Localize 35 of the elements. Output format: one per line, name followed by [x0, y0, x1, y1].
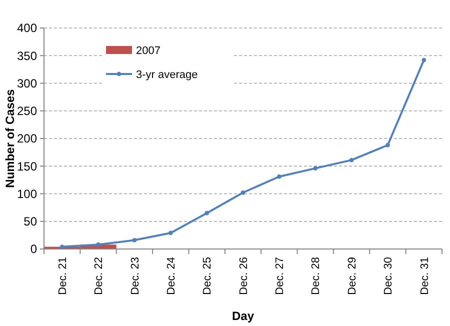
point	[132, 238, 137, 242]
x-tick-label: Dec. 28	[310, 257, 322, 295]
x-tick-label: Dec. 27	[274, 257, 286, 295]
x-axis-title: Day	[232, 309, 254, 323]
x-tick-label: Dec. 21	[56, 257, 69, 295]
point	[168, 230, 173, 236]
point	[204, 210, 210, 216]
x-tick-label: Dec. 31	[418, 257, 431, 295]
y-tick-label: 200	[16, 132, 38, 146]
x-tick-label: Dec. 23	[129, 257, 142, 295]
legend-label: 2007	[136, 44, 160, 57]
point	[276, 174, 282, 179]
y-tick-label: 50	[24, 214, 38, 229]
y-tick-label: 0	[30, 242, 38, 256]
y-tick-label: 150	[16, 159, 38, 174]
y-tick-label: 400	[16, 21, 38, 36]
y-tick-label: 100	[16, 186, 38, 201]
point	[96, 242, 100, 247]
x-tick-label: Dec. 30	[382, 257, 395, 295]
point	[240, 190, 246, 195]
y-tick-label: 250	[16, 104, 38, 118]
x-tick-label: Dec. 24	[165, 257, 178, 295]
point	[349, 158, 354, 162]
y-tick-label: 300	[16, 76, 38, 90]
legend-label: 3-yr average	[136, 68, 198, 81]
point	[386, 142, 390, 148]
y-tick-label: 350	[16, 48, 38, 63]
point	[313, 166, 318, 171]
point	[422, 58, 426, 62]
x-tick-label: Dec. 26	[238, 257, 250, 295]
x-tick-label: Dec. 29	[346, 257, 358, 295]
x-tick-label: Dec. 22	[93, 257, 106, 295]
x-tick-label: Dec. 25	[202, 257, 214, 295]
y-axis-title: Number of Cases	[3, 88, 17, 188]
point	[60, 244, 64, 249]
